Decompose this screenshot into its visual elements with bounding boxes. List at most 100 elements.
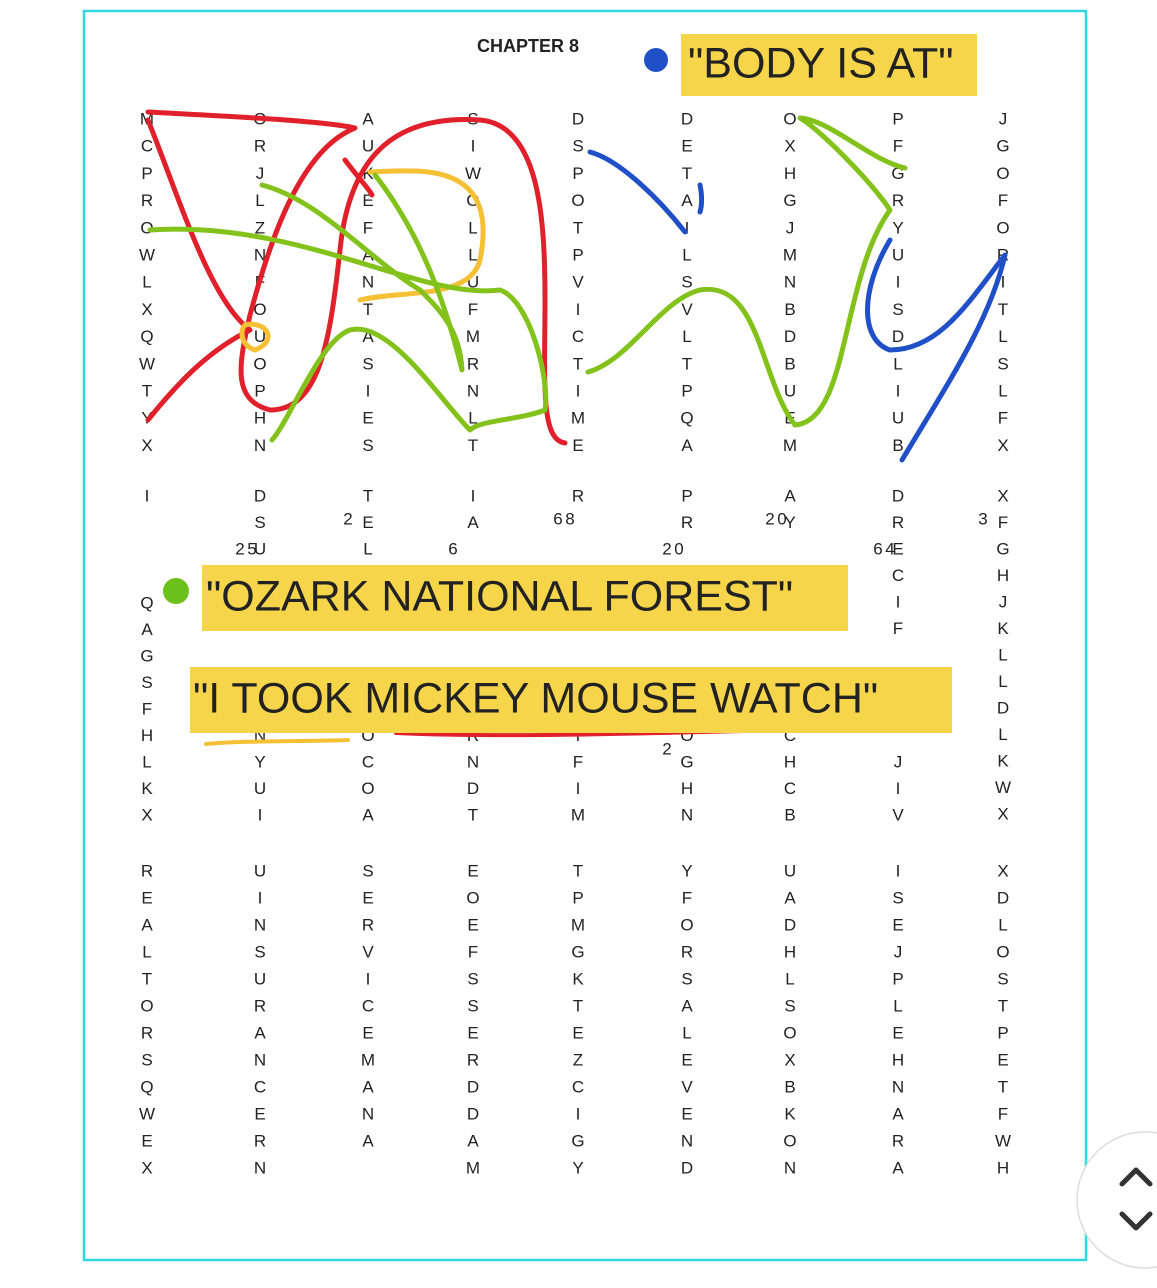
scroll-circle[interactable] (1076, 1131, 1157, 1269)
letter: B (784, 300, 795, 319)
letter: R (141, 861, 153, 880)
letter: M (466, 1158, 480, 1177)
letter: S (892, 300, 903, 319)
letter: I (896, 779, 901, 798)
letter: E (362, 888, 373, 907)
letter: I (576, 300, 581, 319)
letter: X (997, 804, 1008, 823)
letter: R (254, 1131, 266, 1150)
drawings (145, 109, 1008, 746)
letter: O (140, 996, 153, 1015)
letter: O (783, 109, 796, 128)
highlight (202, 565, 848, 631)
letter: I (366, 969, 371, 988)
letter: A (681, 191, 693, 210)
letter: H (254, 409, 266, 428)
letter: X (784, 1050, 795, 1069)
letter: J (894, 752, 903, 771)
letter: C (141, 137, 153, 156)
letter: X (997, 861, 1008, 880)
letter: B (784, 354, 795, 373)
green-stroke (147, 115, 908, 443)
letter: L (785, 969, 794, 988)
image-frame (82, 9, 1088, 1262)
letter: F (998, 191, 1008, 210)
letter: E (892, 539, 903, 558)
letter: I (366, 381, 371, 400)
letter: A (467, 1131, 479, 1150)
letter: B (784, 805, 795, 824)
number: 0 (777, 509, 786, 528)
letter: F (998, 513, 1008, 532)
letter: R (141, 1023, 153, 1042)
letter: B (784, 1077, 795, 1096)
letter: N (681, 1131, 693, 1150)
letter: D (467, 779, 479, 798)
letter: F (998, 1104, 1008, 1123)
letter: R (572, 486, 584, 505)
letter: P (254, 381, 265, 400)
letter: X (141, 805, 152, 824)
letter: W (995, 1131, 1011, 1150)
letter: G (783, 191, 796, 210)
letter: G (996, 137, 1009, 156)
letter: D (254, 486, 266, 505)
letter: L (682, 1023, 691, 1042)
letter: L (998, 381, 1007, 400)
letter: I (896, 273, 901, 292)
letter: G (140, 646, 153, 665)
letter: S (892, 888, 903, 907)
letter: D (892, 327, 904, 346)
letter: I (576, 1104, 581, 1123)
letter: C (572, 1077, 584, 1096)
letter: H (784, 752, 796, 771)
annotation: "BODY IS AT" (688, 39, 954, 87)
letter: E (681, 137, 692, 156)
letter: E (467, 915, 478, 934)
letter: U (254, 779, 266, 798)
letter: I (576, 381, 581, 400)
letter: R (892, 513, 904, 532)
number: 6 (873, 539, 882, 558)
letter: R (254, 996, 266, 1015)
letter: E (141, 888, 152, 907)
letter: D (892, 486, 904, 505)
letter: T (682, 164, 692, 183)
letter: D (681, 109, 693, 128)
letter: P (892, 109, 903, 128)
letter: K (784, 1104, 796, 1123)
letter: T (573, 861, 583, 880)
letter: G (996, 539, 1009, 558)
letter: P (572, 888, 583, 907)
letter: I (471, 486, 476, 505)
letter: L (998, 725, 1007, 744)
letter: E (362, 191, 373, 210)
letter: M (466, 327, 480, 346)
letter: W (465, 164, 481, 183)
letter: L (893, 996, 902, 1015)
scroll-button[interactable] (1076, 1131, 1157, 1269)
letter: N (362, 273, 374, 292)
number: 8 (565, 509, 574, 528)
letter: M (571, 915, 585, 934)
letter: F (468, 942, 478, 961)
letter: X (141, 300, 152, 319)
letter: A (141, 915, 153, 934)
letter: F (142, 699, 152, 718)
letter: H (997, 566, 1009, 585)
letter: T (363, 486, 373, 505)
letter: L (255, 191, 264, 210)
letter: V (681, 1077, 693, 1096)
letter: R (467, 1050, 479, 1069)
letter: E (254, 1104, 265, 1123)
letter: A (681, 996, 693, 1015)
letter: A (467, 513, 479, 532)
letter: Z (255, 218, 265, 237)
scroll-chevrons[interactable] (1119, 1167, 1153, 1231)
letter: O (466, 888, 479, 907)
letter: U (362, 137, 374, 156)
letter: D (681, 1158, 693, 1177)
letter: R (362, 915, 374, 934)
letter: L (682, 327, 691, 346)
